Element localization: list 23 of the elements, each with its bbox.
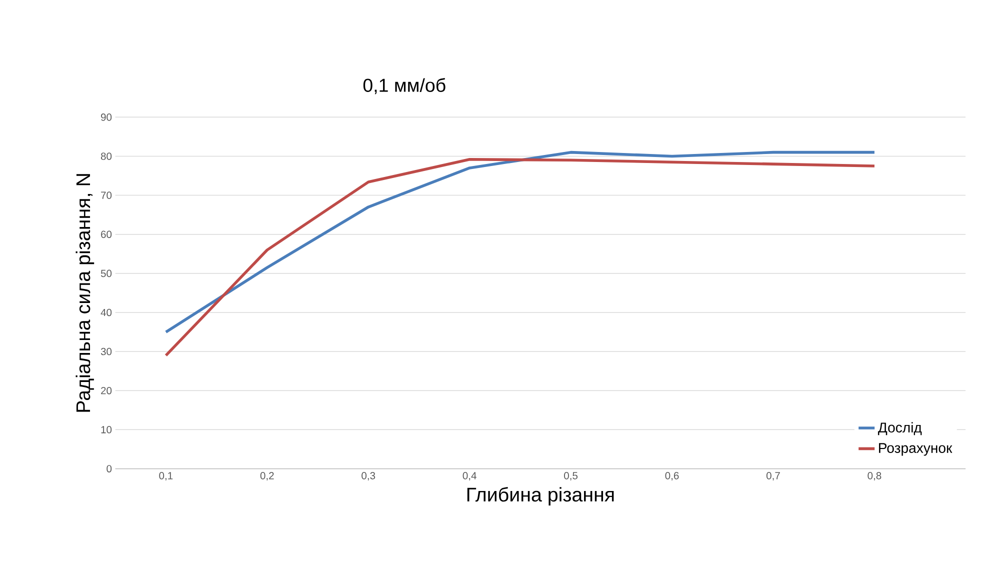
x-tick-label: 0,2 (260, 472, 274, 480)
y-tick-label: 60 (101, 230, 112, 238)
y-tick-label: 70 (101, 192, 112, 199)
x-tick-label: 0,3 (362, 472, 376, 480)
y-tick-label: 80 (100, 152, 112, 160)
y-tick-label: 10 (101, 426, 112, 434)
legend-label: Дослід (878, 422, 922, 436)
y-tick-label: 40 (100, 308, 112, 316)
x-axis-title: Глибина різання (467, 486, 614, 506)
x-tick-label: 0,6 (665, 472, 679, 480)
y-tick-label: 30 (100, 348, 112, 356)
x-tick-label: 0,1 (159, 472, 173, 480)
y-tick-label: 0 (106, 465, 112, 472)
x-tick-label: 0,7 (766, 472, 780, 480)
y-tick-label: 50 (100, 270, 112, 278)
x-tick-label: 0,5 (564, 472, 578, 480)
y-tick-label: 20 (101, 386, 112, 394)
chart-title: 0,1 мм/об (363, 78, 446, 94)
legend-label: Розрахунок (879, 443, 952, 456)
x-tick-label: 0,8 (868, 472, 882, 480)
y-tick-label: 90 (101, 113, 112, 121)
y-axis-title: Радіальна сила різання, N (76, 174, 94, 412)
x-tick-label: 0,4 (462, 472, 476, 480)
